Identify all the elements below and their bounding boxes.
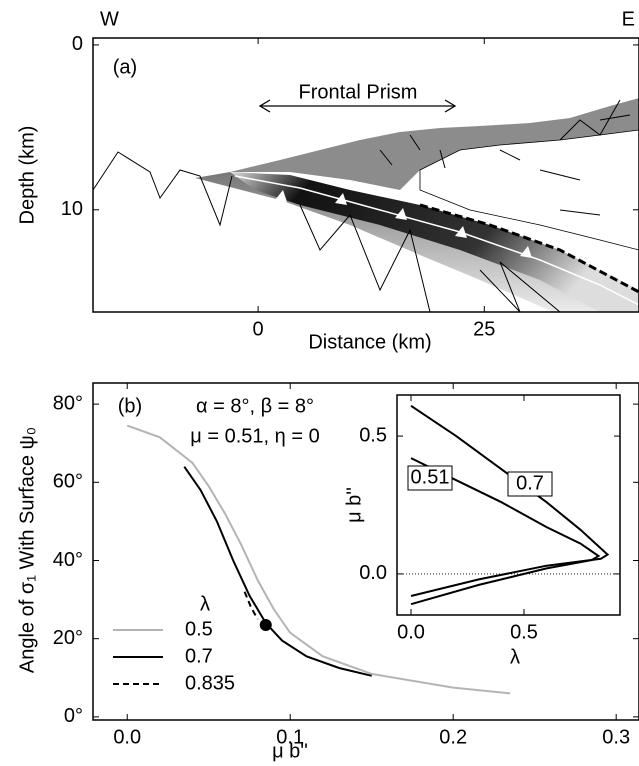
legend-label: 0.835 bbox=[185, 672, 235, 694]
frame bbox=[92, 382, 639, 721]
y-axis-label: μ b'' bbox=[343, 487, 365, 523]
y-tick-label: 20° bbox=[53, 627, 83, 649]
label-box bbox=[407, 465, 453, 491]
frontal-prism-arrow bbox=[258, 99, 457, 113]
cross-section-drawing bbox=[93, 98, 639, 312]
legend-label: 0.7 bbox=[185, 645, 213, 667]
y-tick-label: 60° bbox=[53, 471, 83, 493]
x-tick-label: 0.0 bbox=[113, 726, 141, 748]
y-tick-label: 10 bbox=[61, 198, 83, 220]
annotation: W bbox=[100, 8, 119, 30]
x-axis-label: Distance (km) bbox=[308, 331, 431, 353]
annotation: μ = 0.51, η = 0 bbox=[190, 425, 319, 447]
annotation: (b) bbox=[118, 395, 142, 417]
x-tick-label: 0.0 bbox=[397, 621, 425, 643]
x-tick-label: 0.3 bbox=[602, 726, 630, 748]
x-tick-label: 0 bbox=[253, 318, 264, 340]
series-line bbox=[410, 404, 610, 597]
frame-a bbox=[92, 37, 639, 313]
marker bbox=[259, 618, 272, 631]
annotation: α = 8°, β = 8° bbox=[196, 395, 314, 417]
y-tick-label: 0.5 bbox=[359, 424, 387, 446]
series-label: 0.51 bbox=[411, 466, 450, 488]
annotation: Frontal Prism bbox=[299, 81, 418, 103]
y-tick-label: 40° bbox=[53, 549, 83, 571]
x-tick-label: 0.2 bbox=[439, 726, 467, 748]
series-line bbox=[126, 424, 511, 695]
frame bbox=[396, 394, 621, 616]
legend-title: λ bbox=[200, 593, 210, 615]
series-line bbox=[183, 466, 372, 677]
series-line bbox=[243, 591, 259, 620]
x-tick-label: 25 bbox=[473, 318, 495, 340]
y-axis-label: Depth (km) bbox=[16, 126, 38, 225]
x-tick-label: 0.5 bbox=[510, 621, 538, 643]
legend-label: 0.5 bbox=[185, 618, 213, 640]
y-axis-label: Angle of σ₁ With Surface ψ₀ bbox=[16, 427, 38, 673]
y-tick-label: 0.0 bbox=[359, 562, 387, 584]
series-line bbox=[410, 457, 601, 606]
y-tick-label: 80° bbox=[53, 392, 83, 414]
x-tick-label: 0.1 bbox=[276, 726, 304, 748]
label-box bbox=[507, 471, 553, 497]
y-tick-label: 0 bbox=[72, 33, 83, 55]
series-label: 0.7 bbox=[516, 472, 544, 494]
x-axis-label: λ bbox=[510, 646, 520, 668]
annotation: (a) bbox=[113, 56, 137, 78]
y-tick-label: 0° bbox=[64, 705, 83, 727]
x-axis-label: μ b'' bbox=[272, 740, 308, 762]
annotation: E bbox=[622, 8, 635, 30]
